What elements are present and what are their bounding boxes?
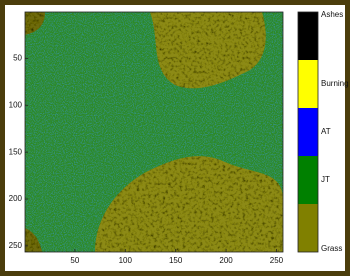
colorbar-segment xyxy=(298,156,318,204)
y-tick-label: 250 xyxy=(9,241,23,250)
x-tick-label: 50 xyxy=(70,256,79,265)
colorbar-segment xyxy=(298,108,318,156)
y-tick-label: 200 xyxy=(9,194,23,203)
colorbar-label: JT xyxy=(321,175,330,184)
x-tick-label: 100 xyxy=(119,256,133,265)
chart: 50 100 150 200 250 50 100 150 200 250 Ashes Burning… xyxy=(0,0,350,276)
colorbar xyxy=(298,12,318,252)
colorbar-segment xyxy=(298,12,318,60)
colorbar-label: Ashes xyxy=(321,10,343,19)
colorbar-label: AT xyxy=(321,127,331,136)
colorbar-label: Grass xyxy=(321,244,342,253)
y-tick-label: 50 xyxy=(13,54,22,63)
colorbar-segment xyxy=(298,60,318,108)
x-tick-label: 200 xyxy=(219,256,233,265)
colorbar-segment xyxy=(298,204,318,252)
y-tick-label: 100 xyxy=(9,100,23,109)
y-tick-label: 150 xyxy=(9,147,23,156)
x-tick-label: 150 xyxy=(169,256,183,265)
colorbar-label: Burning xyxy=(321,79,349,88)
x-tick-label: 250 xyxy=(270,256,284,265)
